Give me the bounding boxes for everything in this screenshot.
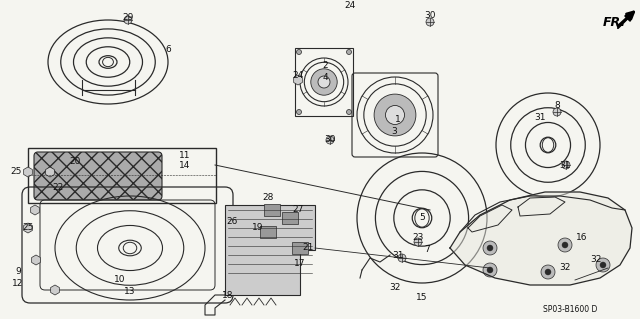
Polygon shape — [51, 285, 60, 295]
Text: 24: 24 — [292, 70, 303, 79]
Polygon shape — [24, 223, 33, 233]
Text: 17: 17 — [294, 258, 306, 268]
Text: 12: 12 — [12, 278, 24, 287]
Circle shape — [346, 109, 351, 115]
Circle shape — [483, 263, 497, 277]
Circle shape — [311, 69, 337, 95]
Text: 16: 16 — [576, 234, 588, 242]
Circle shape — [426, 18, 434, 26]
Text: 32: 32 — [389, 284, 401, 293]
Circle shape — [318, 76, 330, 88]
Circle shape — [124, 16, 132, 24]
Text: 25: 25 — [10, 167, 22, 176]
Circle shape — [296, 49, 301, 55]
Circle shape — [487, 267, 493, 273]
Text: 30: 30 — [324, 136, 336, 145]
Text: 32: 32 — [559, 263, 571, 272]
Polygon shape — [225, 205, 315, 295]
Circle shape — [346, 49, 351, 55]
Circle shape — [326, 136, 334, 144]
Circle shape — [385, 106, 404, 124]
Text: 3: 3 — [391, 127, 397, 136]
Circle shape — [562, 242, 568, 248]
Text: 32: 32 — [590, 256, 602, 264]
Circle shape — [562, 161, 570, 169]
Bar — [292, 242, 308, 254]
Text: 13: 13 — [124, 287, 136, 296]
Circle shape — [483, 241, 497, 255]
Text: 24: 24 — [344, 1, 356, 10]
Text: 15: 15 — [416, 293, 428, 302]
Text: 25: 25 — [22, 224, 34, 233]
Circle shape — [296, 109, 301, 115]
Circle shape — [541, 265, 555, 279]
Circle shape — [398, 254, 406, 262]
Text: 31: 31 — [392, 250, 404, 259]
Text: 21: 21 — [302, 243, 314, 253]
Text: 1: 1 — [395, 115, 401, 124]
Text: 18: 18 — [222, 291, 234, 300]
Text: 5: 5 — [419, 213, 425, 222]
Text: 19: 19 — [252, 224, 264, 233]
Circle shape — [558, 238, 572, 252]
Text: SP03-B1600 D: SP03-B1600 D — [543, 306, 597, 315]
FancyArrowPatch shape — [618, 14, 632, 28]
Text: 30: 30 — [424, 11, 436, 19]
Text: 14: 14 — [179, 160, 191, 169]
Circle shape — [487, 245, 493, 251]
FancyBboxPatch shape — [34, 152, 162, 200]
Circle shape — [414, 238, 422, 246]
Text: 2: 2 — [322, 61, 328, 70]
Text: 27: 27 — [292, 205, 304, 214]
Bar — [282, 212, 298, 224]
Bar — [264, 204, 280, 216]
Text: 26: 26 — [227, 218, 237, 226]
Text: 7: 7 — [424, 244, 430, 254]
Circle shape — [545, 269, 551, 275]
Bar — [28, 148, 216, 203]
Circle shape — [374, 94, 416, 136]
Polygon shape — [31, 255, 40, 265]
Polygon shape — [450, 192, 632, 285]
Text: 6: 6 — [165, 46, 171, 55]
Polygon shape — [294, 75, 302, 85]
Text: 8: 8 — [554, 100, 560, 109]
Polygon shape — [31, 205, 39, 215]
Bar — [295, 48, 353, 116]
Text: 11: 11 — [179, 151, 191, 160]
Text: 10: 10 — [115, 276, 125, 285]
Text: FR.: FR. — [603, 16, 626, 28]
Text: 4: 4 — [322, 72, 328, 81]
Bar — [260, 226, 276, 238]
Text: 31: 31 — [559, 160, 571, 169]
Text: 20: 20 — [69, 158, 81, 167]
Text: 31: 31 — [534, 114, 546, 122]
Circle shape — [553, 108, 561, 116]
Text: 28: 28 — [262, 194, 274, 203]
Text: 29: 29 — [122, 13, 134, 23]
Text: 22: 22 — [52, 183, 63, 192]
Circle shape — [600, 262, 606, 268]
Polygon shape — [24, 167, 33, 177]
Text: 23: 23 — [412, 234, 424, 242]
Polygon shape — [45, 167, 54, 177]
Circle shape — [596, 258, 610, 272]
Text: 9: 9 — [15, 268, 21, 277]
